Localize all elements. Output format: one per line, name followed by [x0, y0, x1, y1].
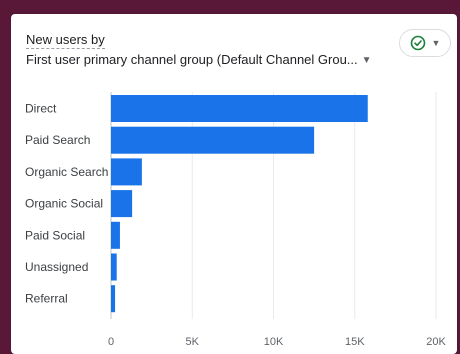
category-label: Direct — [25, 102, 57, 116]
data-quality-button[interactable]: ▼ — [399, 29, 451, 57]
chevron-down-icon: ▼ — [431, 38, 441, 48]
x-tick-label: 10K — [264, 336, 284, 348]
x-tick-label: 15K — [345, 336, 365, 348]
bar[interactable] — [111, 126, 315, 154]
bar[interactable] — [111, 158, 142, 186]
dimension-dropdown-icon[interactable]: ▼ — [361, 55, 372, 66]
category-label: Referral — [25, 292, 68, 306]
category-label: Paid Search — [25, 133, 90, 147]
x-tick-label: 0 — [108, 336, 114, 348]
category-label: Organic Search — [25, 165, 108, 179]
bar[interactable] — [111, 95, 368, 122]
category-label: Unassigned — [25, 260, 88, 274]
x-tick-label: 20K — [426, 336, 446, 348]
bar[interactable] — [111, 285, 116, 313]
bar[interactable] — [111, 253, 117, 281]
category-label: Organic Social — [25, 197, 103, 211]
bar-chart: 0 5K 10K 15K 20K Direct Paid Search Organic Sea… — [25, 92, 446, 348]
chart-title-metric[interactable]: New users by — [26, 32, 105, 49]
dimension-label: First user primary channel group (Defaul… — [26, 52, 358, 67]
check-circle-icon — [410, 35, 425, 51]
x-tick-label: 5K — [186, 336, 200, 348]
chart-title-dimension[interactable]: First user primary channel group (Defaul… — [26, 52, 372, 69]
bar[interactable] — [111, 221, 120, 249]
chart-card: New users by First user primary channel … — [11, 14, 457, 354]
category-label: Paid Social — [25, 228, 85, 242]
bar[interactable] — [111, 190, 133, 218]
